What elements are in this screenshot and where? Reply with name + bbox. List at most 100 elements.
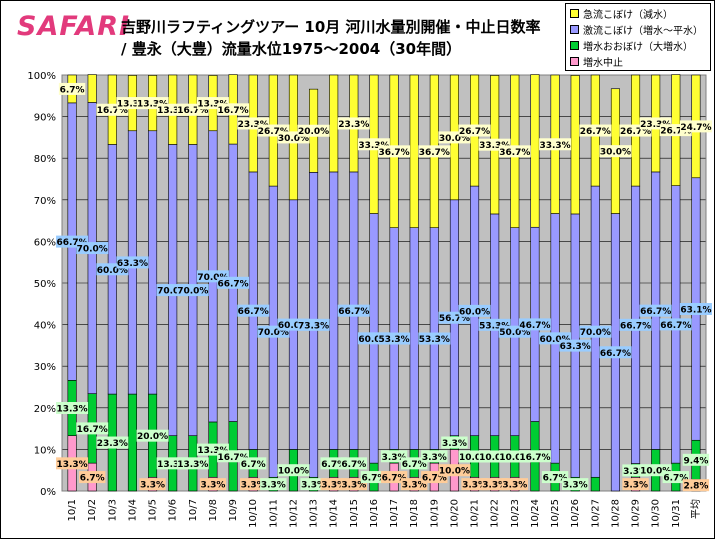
data-label-box (662, 471, 690, 484)
x-tick-label: 10/19 (429, 499, 440, 528)
data-label: 6.7% (60, 85, 85, 95)
data-label-box (58, 82, 86, 95)
x-tick-label: 10/29 (631, 499, 642, 528)
legend-item-kyuryu: 急流こぼけ（減水） (570, 6, 673, 21)
data-label-box (622, 478, 649, 491)
data-label-box (380, 471, 408, 484)
data-label: 60.0% (459, 307, 490, 317)
x-tick-label: 10/23 (510, 499, 521, 528)
data-label: 20.0% (298, 127, 329, 137)
x-tick-label: 10/8 (208, 499, 219, 521)
data-label-box (441, 436, 468, 449)
data-label-box (320, 457, 347, 470)
data-label-box (217, 103, 250, 116)
data-label-box (360, 471, 388, 484)
data-label: 16.7% (177, 106, 208, 116)
data-label: 10.0% (278, 467, 309, 477)
data-label: 33.3% (358, 141, 389, 151)
data-label: 36.7% (499, 148, 530, 158)
data-label: 6.7% (80, 474, 105, 484)
x-tick-label: 10/14 (329, 499, 340, 528)
data-label-box (260, 478, 287, 491)
plot-border (61, 74, 707, 492)
data-label: 2.8% (683, 482, 708, 492)
data-label: 6.7% (402, 460, 427, 470)
data-label: 53.3% (479, 321, 510, 331)
data-label-box (418, 332, 451, 345)
data-label: 3.3% (382, 453, 407, 463)
data-label-box (237, 304, 270, 317)
data-label: 10.0% (479, 453, 510, 463)
x-tick-label: 10/15 (349, 499, 360, 528)
data-label: 13.3% (157, 460, 188, 470)
data-label: 66.7% (600, 349, 631, 359)
data-label-box (297, 124, 330, 137)
bar-segment (409, 74, 419, 228)
bar-segment (87, 74, 97, 103)
data-label-box (76, 242, 109, 255)
data-label: 13.3% (56, 405, 87, 415)
x-tick-label: 10/10 (248, 499, 259, 528)
y-tick-label: 70% (34, 196, 56, 207)
data-label-box (56, 402, 89, 415)
y-tick-label: 60% (34, 237, 56, 248)
data-label: 70.0% (77, 245, 108, 255)
data-label-box (498, 145, 531, 158)
data-label: 30.0% (439, 134, 470, 144)
data-label: 60.0% (539, 335, 570, 345)
data-label: 70.0% (177, 287, 208, 297)
data-label-box (380, 450, 408, 463)
x-tick-label: 10/22 (490, 499, 501, 528)
x-tick-label: 10/21 (470, 499, 481, 528)
x-tick-label: 10/9 (228, 499, 239, 521)
data-label: 63.1% (680, 306, 711, 316)
data-label: 36.7% (378, 148, 409, 158)
x-tick-label: 10/20 (449, 499, 460, 528)
x-tick-label: 10/12 (288, 499, 299, 528)
data-label-box (400, 457, 428, 470)
data-label-box (418, 145, 451, 158)
data-label: 53.3% (378, 335, 409, 345)
data-label: 26.7% (660, 127, 691, 137)
data-label-box (579, 124, 612, 137)
data-label: 46.7% (519, 321, 550, 331)
data-label: 10.0% (439, 467, 470, 477)
legend-swatch-zousui (570, 40, 579, 50)
data-label: 3.3% (321, 481, 346, 491)
data-label: 3.3% (301, 481, 326, 491)
data-label: 23.3% (338, 120, 369, 130)
data-label: 6.7% (422, 474, 447, 484)
data-label-box (337, 117, 370, 130)
x-tick-label: 平均 (690, 499, 702, 519)
data-label: 13.3% (137, 100, 168, 110)
x-tick-label: 10/27 (590, 499, 601, 528)
x-tick-label: 10/31 (671, 499, 682, 528)
x-tick-label: 10/25 (550, 499, 561, 528)
legend-item-zousui: 増水おおぼけ（大増水） (570, 38, 693, 53)
data-label: 30.0% (278, 134, 309, 144)
x-tick-label: 10/30 (651, 499, 662, 528)
data-label: 13.3% (56, 460, 87, 470)
data-label-box (682, 479, 710, 492)
data-label: 6.7% (341, 460, 366, 470)
y-tick-label: 80% (34, 154, 56, 165)
data-label-box (679, 303, 712, 315)
bar-segment (329, 74, 339, 173)
data-label-box (659, 318, 692, 331)
data-label: 36.7% (419, 148, 450, 158)
data-label: 3.3% (261, 481, 286, 491)
data-label-box (461, 478, 488, 491)
data-label-box (78, 471, 106, 484)
data-label: 20.0% (137, 432, 168, 442)
data-label-box (237, 117, 270, 130)
data-label: 3.3% (563, 481, 588, 491)
x-tick-label: 10/3 (107, 499, 118, 521)
data-label-box (679, 120, 712, 133)
data-label: 63.3% (560, 342, 591, 352)
y-tick-label: 0% (40, 487, 56, 498)
data-label-box (639, 117, 672, 130)
data-label: 70.0% (157, 287, 188, 297)
data-label-box (239, 457, 267, 470)
data-label: 3.3% (623, 467, 648, 477)
legend-label-gekiryu: 激流こぼけ（増水～平水） (583, 25, 703, 37)
